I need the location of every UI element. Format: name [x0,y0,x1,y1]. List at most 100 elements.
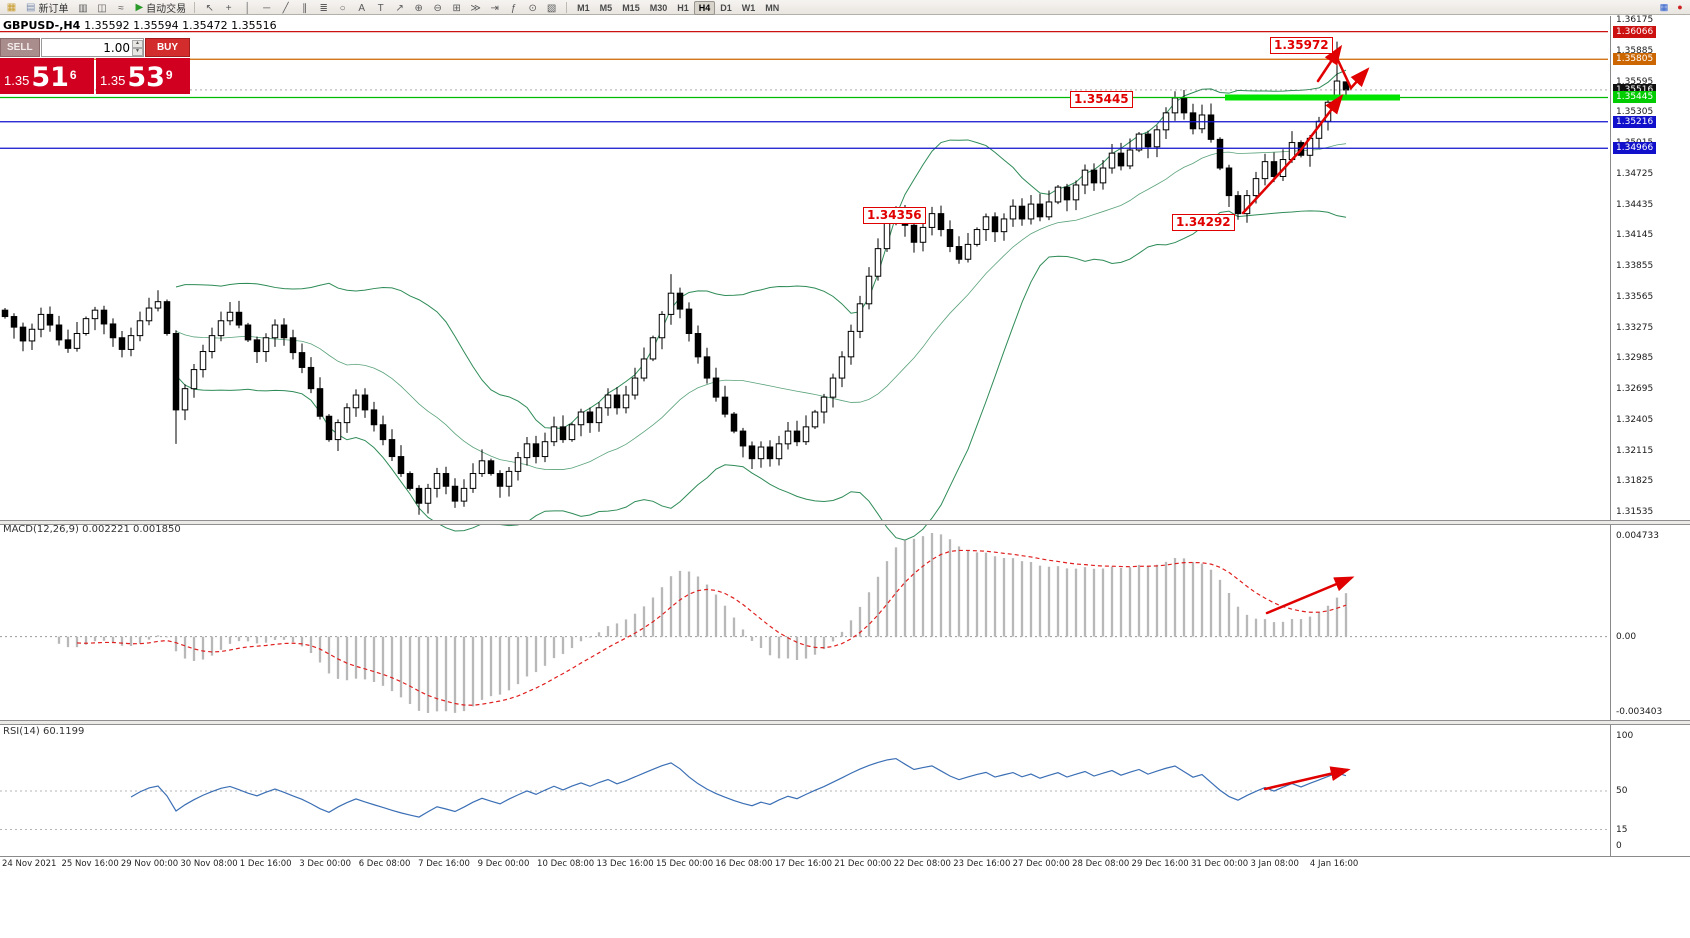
time-axis-label[interactable]: 30 Nov 08:00 [180,859,238,869]
timeframe-h1[interactable]: H1 [677,3,689,13]
auto-scroll-button[interactable]: ≫ [470,3,481,14]
equidistant-channel-button[interactable]: ∥ [302,3,308,14]
price-annotation-tag[interactable]: 1.35445 [1070,91,1133,108]
time-axis-label[interactable]: 21 Dec 00:00 [834,859,892,869]
shapes-button[interactable]: ○ [339,3,346,14]
rsi-indicator [0,757,1608,830]
timeframe-d1[interactable]: D1 [720,3,732,13]
ohlc-values: 1.35592 1.35594 1.35472 1.35516 [84,19,277,32]
indicators-button[interactable]: ƒ [510,3,517,14]
tile-windows-button[interactable]: ⊞ [452,3,461,14]
trendline-button[interactable]: ╱ [282,3,289,14]
time-axis-label[interactable]: 31 Dec 00:00 [1191,859,1249,869]
timeframe-h4[interactable]: H4 [693,1,716,15]
time-axis-label[interactable]: 4 Jan 16:00 [1309,859,1359,869]
volume-decrement-button[interactable]: ▼ [132,47,143,56]
auto-trading-play-icon: ▶ [135,1,144,13]
new-order-button[interactable]: ▤ 新订单 [23,1,71,15]
bollinger-bands[interactable] [175,69,1347,541]
text-button[interactable]: A [358,3,365,14]
time-axis-label[interactable]: 13 Dec 16:00 [596,859,654,869]
auto-trading-button[interactable]: ▶ 自动交易 [132,1,189,15]
volume-increment-button[interactable]: ▲ [132,39,143,48]
price-tick-label: 1.33855 [1616,261,1654,272]
text-label-button[interactable]: T [377,3,384,14]
time-axis-label[interactable]: 29 Dec 16:00 [1131,859,1189,869]
price-annotation-tag[interactable]: 1.35972 [1270,37,1333,54]
pullback-zigzag-arrow[interactable] [1334,54,1370,91]
annotation-arrows[interactable] [1241,44,1370,791]
price-marker-label[interactable]: 1.34966 [1613,142,1657,155]
price-marker-label[interactable]: 1.35216 [1613,115,1657,128]
vertical-line-button[interactable]: │ [244,3,251,14]
volume-input[interactable]: 1.00 ▲ ▼ [40,38,144,57]
rsi-up-arrow[interactable] [1263,766,1351,791]
zoom-out-button[interactable]: ⊖ [433,3,442,14]
cursor-button[interactable]: ↖ [205,3,214,14]
macd-indicator [0,533,1608,713]
line-chart-button[interactable]: ≈ [118,3,124,14]
price-marker-label[interactable]: 1.35445 [1613,91,1657,104]
time-axis-label[interactable]: 3 Dec 00:00 [299,859,352,869]
panel-separator-rsi[interactable] [0,720,1690,725]
time-axis-label[interactable]: 7 Dec 16:00 [418,859,470,869]
timeframe-m5[interactable]: M5 [599,3,613,13]
toolbar-separator [194,1,196,13]
timeframe-m30[interactable]: M30 [649,3,668,13]
macd-up-arrow[interactable] [1265,576,1355,615]
price-tick-label: 1.35305 [1616,107,1654,118]
periods-button[interactable]: ⊙ [528,3,537,14]
sell-button[interactable]: SELL [0,38,40,57]
fibonacci-button[interactable]: ≣ [319,3,328,14]
time-axis-label[interactable]: 15 Dec 00:00 [655,859,714,869]
timeframe-m1[interactable]: M1 [577,3,590,13]
bar-chart-button[interactable]: ▥ [78,3,88,14]
price-tick-label: 1.32115 [1616,445,1654,456]
price-tick-label: 1.32695 [1616,384,1654,395]
community-icon[interactable]: ● [1677,2,1683,12]
timeframe-mn[interactable]: MN [765,3,780,13]
price-marker-label[interactable]: 1.36066 [1613,25,1657,38]
market-grid-icon[interactable]: ▦ [1659,1,1669,12]
price-annotation-tag[interactable]: 1.34356 [863,207,926,224]
time-axis-label[interactable]: 9 Dec 00:00 [477,859,530,869]
time-axis-label[interactable]: 27 Dec 00:00 [1012,859,1070,869]
time-axis-label[interactable]: 3 Jan 08:00 [1250,859,1299,869]
time-axis-label[interactable]: 16 Dec 08:00 [715,859,773,869]
time-axis-label[interactable]: 17 Dec 16:00 [774,859,833,869]
horizontal-line-button[interactable]: ─ [263,3,271,14]
timeframe-m15[interactable]: M15 [622,3,640,13]
breakout-arrow[interactable] [1316,44,1343,83]
time-axis-label[interactable]: 23 Dec 16:00 [953,859,1011,869]
time-axis-label[interactable]: 10 Dec 08:00 [537,859,595,869]
price-annotation-tag[interactable]: 1.34292 [1172,214,1235,231]
price-tick-label: 1.35885 [1616,45,1654,56]
timeframe-w1[interactable]: W1 [741,3,756,13]
time-axis-label[interactable]: 6 Dec 08:00 [358,859,411,869]
crosshair-button[interactable]: + [225,3,232,14]
zoom-in-button[interactable]: ⊕ [414,3,423,14]
arrow-tool-button[interactable]: ↗ [395,3,404,14]
trend-up-arrow[interactable] [1241,94,1344,215]
time-axis-label[interactable]: 24 Nov 2021 [2,859,57,869]
buy-button[interactable]: BUY [145,38,190,57]
price-tick-label: 1.34725 [1616,168,1654,179]
templates-button[interactable]: ▧ [546,3,557,14]
chart-shift-button[interactable]: ⇥ [490,3,499,14]
time-axis-label[interactable]: 22 Dec 08:00 [893,859,951,869]
sell-price-button[interactable]: 1.35 51 6 [0,58,94,94]
time-axis-label[interactable]: 1 Dec 16:00 [239,859,292,869]
price-tick-label: 1.33565 [1616,291,1654,302]
buy-price-button[interactable]: 1.35 53 9 [96,58,190,94]
time-axis-label[interactable]: 25 Nov 16:00 [61,859,119,869]
time-axis-label[interactable]: 29 Nov 00:00 [120,859,179,869]
panel-separator-macd[interactable] [0,520,1690,525]
price-marker-label[interactable]: 1.35805 [1613,53,1657,66]
time-axis-label[interactable]: 28 Dec 08:00 [1072,859,1130,869]
horizontal-level-lines[interactable] [0,30,1608,149]
candle-chart-button[interactable]: ◫ [97,3,107,14]
toolbar: ▦ ▤ 新订单 ▥ ◫ ≈ ▶ 自动交易 ↖ + │ ─ ╱ ∥ ≣ ○ A T ↗ ⊕ ⊖ ⊞ ≫ ⇥ ƒ ⊙ ▧ M… [0,0,1690,15]
price-tick-label: 1.34435 [1616,199,1654,210]
chart-window-icon[interactable]: ▦ [6,1,17,13]
